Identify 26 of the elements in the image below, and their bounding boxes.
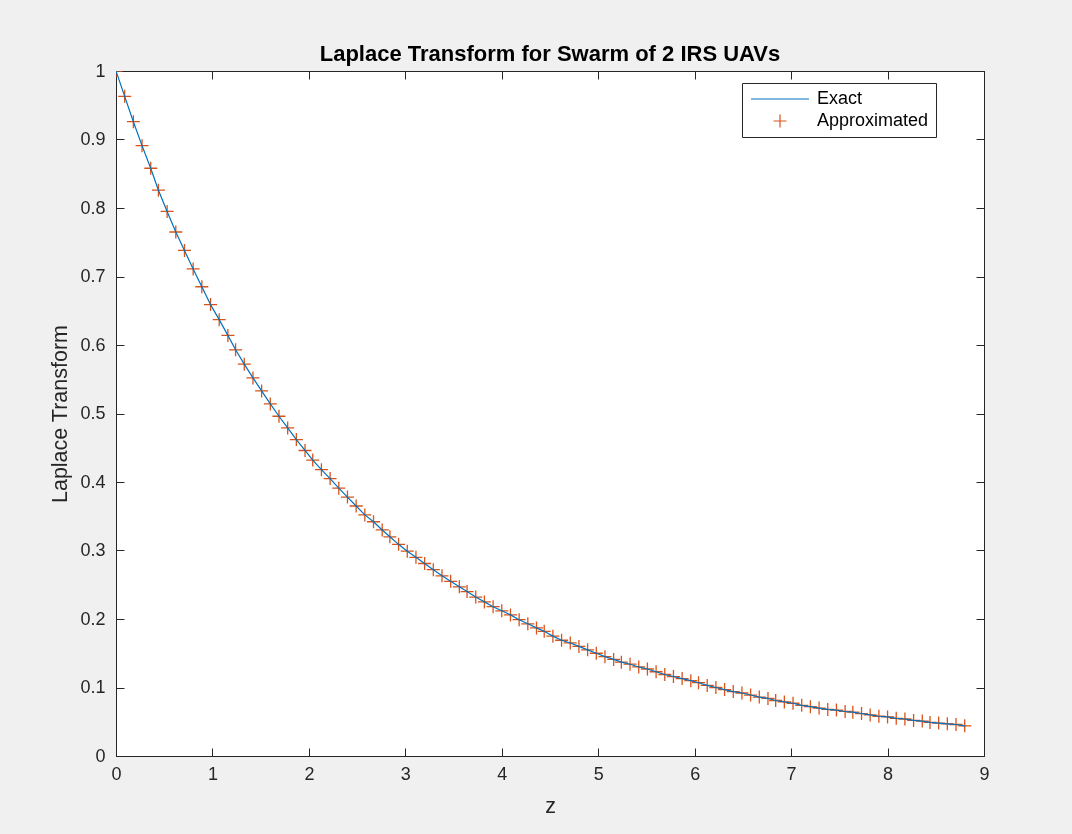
legend-label: Exact bbox=[817, 88, 863, 108]
chart-title: Laplace Transform for Swarm of 2 IRS UAVs bbox=[319, 41, 781, 66]
y-axis-title: Laplace Transform bbox=[48, 324, 73, 504]
x-tick-label: 2 bbox=[304, 763, 315, 784]
legend-label: Approximated bbox=[817, 110, 929, 130]
y-tick-label: 0.4 bbox=[80, 471, 106, 492]
x-tick-label: 1 bbox=[207, 763, 218, 784]
x-tick-label: 5 bbox=[593, 763, 604, 784]
x-tick-label: 4 bbox=[497, 763, 508, 784]
y-tick-label: 0.9 bbox=[80, 129, 106, 149]
x-tick-label: 8 bbox=[883, 763, 894, 784]
y-tick-label: 0.8 bbox=[80, 197, 106, 218]
x-tick-label: 0 bbox=[111, 763, 122, 784]
y-tick-label: 0 bbox=[95, 745, 106, 766]
y-tick-label: 0.7 bbox=[80, 266, 106, 286]
x-tick-label: 7 bbox=[786, 763, 797, 784]
y-tick-label: 0.6 bbox=[80, 334, 106, 355]
x-tick-label: 6 bbox=[690, 763, 701, 784]
y-tick-label: 0.3 bbox=[80, 540, 106, 560]
x-tick-label: 3 bbox=[400, 763, 411, 784]
y-tick-label: 0.5 bbox=[80, 403, 106, 423]
y-tick-label: 0.1 bbox=[80, 677, 106, 697]
x-axis-title: z bbox=[545, 793, 556, 818]
y-tick-label: 1 bbox=[95, 60, 106, 81]
x-tick-label: 9 bbox=[979, 763, 990, 784]
y-tick-label: 0.2 bbox=[80, 608, 106, 629]
